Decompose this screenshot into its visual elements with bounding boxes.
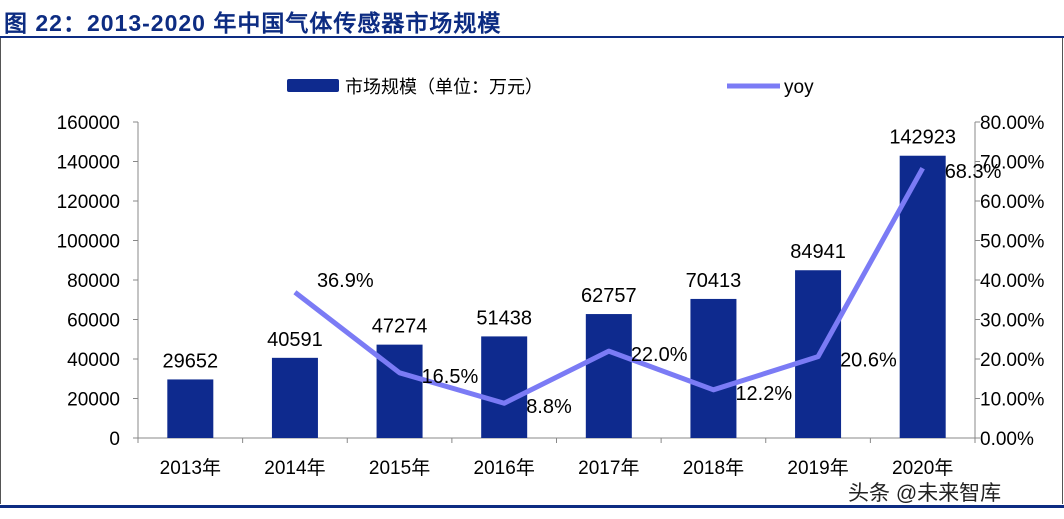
left-tick-label: 140000 (57, 153, 120, 174)
left-tick-label: 40000 (67, 350, 120, 371)
x-tick-label: 2019年 (787, 457, 848, 479)
x-tick-label: 2016年 (474, 457, 535, 479)
chart-title: 图 22：2013-2020 年中国气体传感器市场规模 (4, 10, 502, 36)
chart-frame (0, 38, 1063, 504)
left-tick-label: 0 (109, 429, 120, 450)
bar (690, 298, 737, 438)
legend-bar-label: 市场规模（单位：万元） (345, 77, 543, 97)
right-tick-label: 20.00% (980, 350, 1045, 371)
right-tick-label: 70.00% (980, 153, 1045, 174)
bar-data-label: 40591 (267, 329, 323, 351)
right-tick-label: 0.00% (980, 429, 1034, 450)
left-tick-label: 160000 (57, 113, 120, 134)
yoy-data-label: 12.2% (735, 383, 792, 405)
x-tick-label: 2013年 (160, 457, 221, 479)
bar-data-label: 47274 (372, 316, 428, 338)
bar (585, 314, 632, 438)
bar-data-label: 70413 (686, 270, 742, 292)
bar-data-label: 62757 (581, 285, 637, 307)
x-tick-label: 2018年 (683, 457, 744, 479)
bar-data-label: 84941 (790, 241, 846, 263)
right-tick-label: 30.00% (980, 311, 1045, 332)
yoy-data-label: 68.3% (945, 161, 1002, 183)
bar-data-label: 51438 (476, 307, 532, 329)
yoy-data-label: 16.5% (422, 366, 479, 388)
bar-data-label: 29652 (163, 350, 219, 372)
watermark: 头条 @未来智库 (848, 482, 1002, 505)
title-divider (0, 36, 1064, 38)
bar (481, 336, 528, 438)
left-tick-label: 60000 (67, 311, 120, 332)
left-tick-label: 100000 (57, 232, 120, 253)
bottom-divider (0, 505, 1064, 508)
bar (167, 379, 214, 438)
left-tick-label: 80000 (67, 271, 120, 292)
right-tick-label: 50.00% (980, 232, 1045, 253)
x-tick-label: 2015年 (369, 457, 430, 479)
right-tick-label: 80.00% (980, 113, 1045, 134)
legend-line-label: yoy (784, 77, 814, 98)
yoy-data-label: 8.8% (526, 396, 572, 418)
bar-data-label: 142923 (889, 127, 956, 149)
right-tick-label: 40.00% (980, 271, 1045, 292)
x-tick-label: 2020年 (892, 457, 953, 479)
right-tick-label: 10.00% (980, 390, 1045, 411)
legend-bar-swatch (287, 79, 339, 92)
yoy-data-label: 36.9% (317, 270, 374, 292)
bar (899, 155, 946, 438)
yoy-data-label: 20.6% (840, 350, 897, 372)
x-tick-label: 2014年 (264, 457, 325, 479)
x-tick-label: 2017年 (578, 457, 639, 479)
left-tick-label: 20000 (67, 390, 120, 411)
right-tick-label: 60.00% (980, 192, 1045, 213)
yoy-data-label: 22.0% (631, 344, 688, 366)
left-tick-label: 120000 (57, 192, 120, 213)
bar (271, 357, 318, 438)
